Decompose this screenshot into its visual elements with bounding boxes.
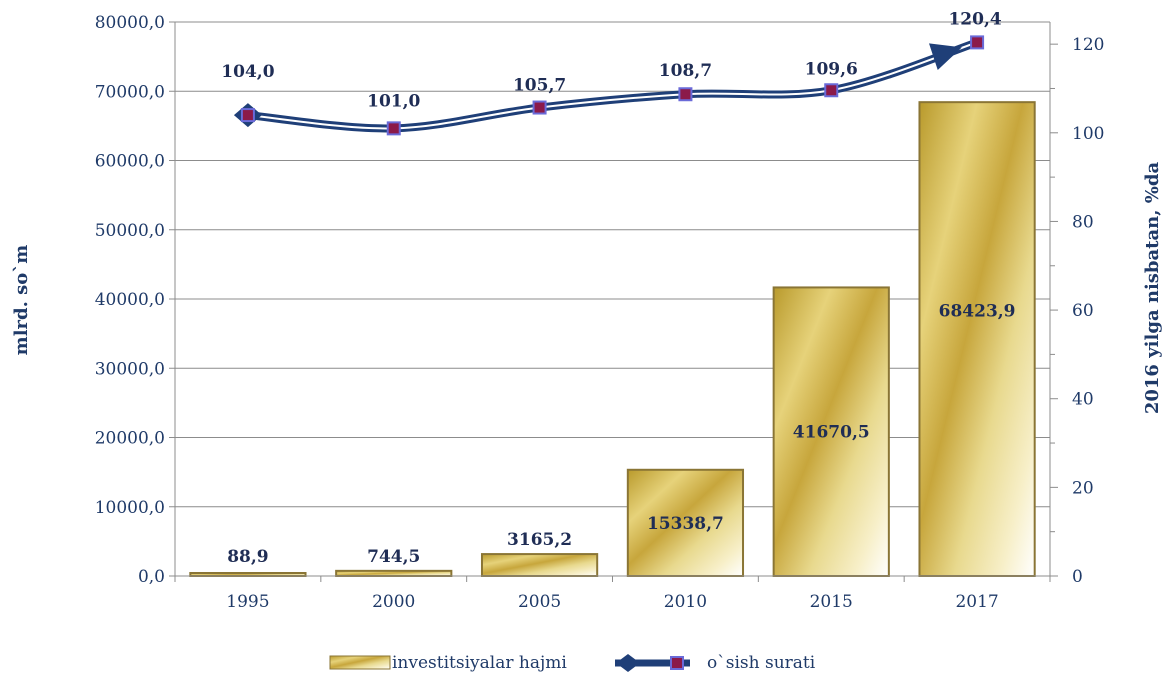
legend-bar-swatch <box>329 655 391 670</box>
y-tick-label: 80000,0 <box>95 13 165 33</box>
line-value-label: 108,7 <box>659 61 712 81</box>
y2-tick-label: 80 <box>1072 212 1094 232</box>
bar-value-label: 744,5 <box>367 547 420 567</box>
line-value-label: 109,6 <box>805 59 858 79</box>
line-path-highlight <box>247 41 978 130</box>
y2-tick-label: 120 <box>1072 35 1104 55</box>
line-value-label: 104,0 <box>221 62 274 82</box>
y2-tick-label: 100 <box>1072 124 1104 144</box>
y2-tick-label: 20 <box>1072 478 1094 498</box>
x-tick-label: 2010 <box>664 592 707 612</box>
bar-value-label: 15338,7 <box>647 514 724 534</box>
y-tick-label: 20000,0 <box>95 429 165 449</box>
bar-value-label: 41670,5 <box>793 423 870 443</box>
y-tick-label: 0,0 <box>138 567 165 587</box>
line-point-marker <box>678 87 693 102</box>
line-arrow-head <box>929 43 962 71</box>
y2-tick-label: 40 <box>1072 390 1094 410</box>
x-tick-label: 2015 <box>810 592 853 612</box>
x-tick-label: 1995 <box>226 592 269 612</box>
data-labels: 88,9 744,5 3165,2 15338,7 41670,5 68423,9 104,… <box>221 9 1015 567</box>
line-value-label: 105,7 <box>513 76 566 96</box>
line-value-label: 101,0 <box>367 91 420 111</box>
bar <box>626 468 745 578</box>
x-tick-label: 2005 <box>518 592 561 612</box>
line-point-marker <box>240 108 255 123</box>
legend: investitsiyalar hajmi o`sish surati <box>329 653 816 673</box>
line-point-marker <box>970 35 985 50</box>
x-tick-label: 2000 <box>372 592 415 612</box>
line-point-marker <box>532 100 547 115</box>
y-tick-label: 40000,0 <box>95 290 165 310</box>
bar <box>918 101 1036 577</box>
bar-value-label: 68423,9 <box>939 302 1016 322</box>
bar-value-label: 3165,2 <box>507 530 572 550</box>
y-axis-title: mlrd. so`m <box>11 245 32 356</box>
bar <box>335 569 453 578</box>
y-tick-label: 70000,0 <box>95 82 165 102</box>
y2-tick-label: 60 <box>1072 301 1094 321</box>
bar-value-label: 88,9 <box>227 547 268 567</box>
legend-bar-label: investitsiyalar hajmi <box>392 653 567 673</box>
y2-axis-title: 2016 yilga nisbatan, %da <box>1142 162 1163 415</box>
x-tick-label: 2017 <box>955 592 998 612</box>
legend-line-label: o`sish surati <box>707 653 816 673</box>
y2-tick-label: 0 <box>1072 567 1083 587</box>
y-tick-label: 30000,0 <box>95 359 165 379</box>
line-value-label: 120,4 <box>948 9 1001 29</box>
legend-line-swatch <box>615 654 690 672</box>
y-tick-label: 10000,0 <box>95 498 165 518</box>
axes: 0,0 10000,0 20000,0 30000,0 40000,0 50000,0 60… <box>95 13 1105 612</box>
bar <box>772 286 890 577</box>
y-tick-label: 60000,0 <box>95 152 165 172</box>
bar-series <box>189 101 1036 578</box>
bar <box>480 553 599 578</box>
y-tick-label: 50000,0 <box>95 221 165 241</box>
line-series <box>233 35 985 136</box>
line-point-marker <box>824 83 839 98</box>
line-point-marker <box>386 121 401 136</box>
gridlines <box>175 21 1050 577</box>
line-path <box>247 38 979 133</box>
